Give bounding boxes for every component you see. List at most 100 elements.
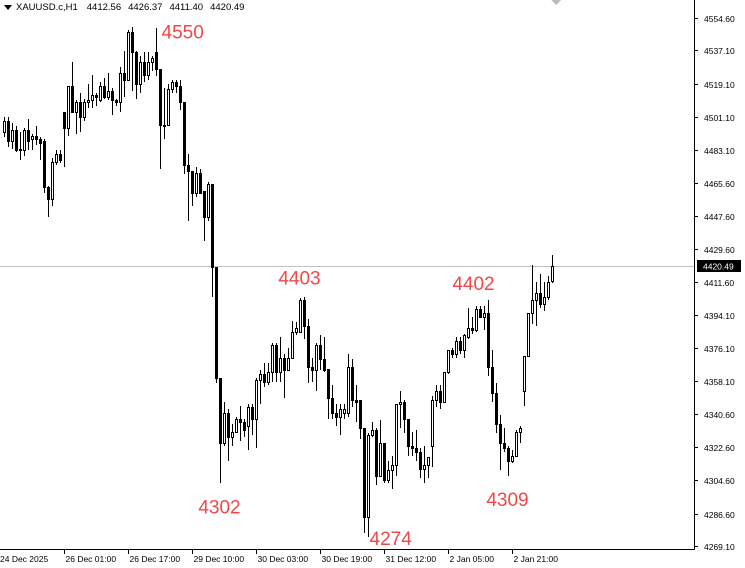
candle — [299, 298, 302, 333]
candle-body-bull — [247, 407, 250, 427]
candle — [79, 93, 82, 132]
candle-body-bear — [503, 443, 506, 449]
candle-body-bull — [511, 456, 514, 462]
candle — [339, 404, 342, 435]
candle — [363, 428, 366, 533]
candle-body-bull — [443, 372, 446, 403]
candle — [135, 51, 138, 99]
candle — [59, 150, 62, 163]
price-annotation: 4302 — [198, 497, 240, 518]
candle-body-bull — [399, 402, 402, 405]
price-tick-label: 4519.10 — [704, 80, 735, 90]
candle — [147, 52, 150, 80]
candle-body-bull — [11, 130, 14, 142]
candle — [467, 308, 470, 339]
candle — [191, 171, 194, 206]
candle-body-bear — [19, 149, 22, 151]
candle-body-bear — [39, 139, 42, 144]
candle — [15, 126, 18, 152]
candle-body-bull — [475, 309, 478, 331]
candle — [43, 139, 46, 193]
candle — [447, 350, 450, 374]
candle-body-bull — [171, 82, 174, 90]
candle-body-bull — [295, 328, 298, 333]
candle — [547, 276, 550, 300]
candle — [403, 400, 406, 433]
dropdown-triangle-icon[interactable] — [4, 5, 12, 10]
candle — [519, 426, 522, 443]
candle-body-bear — [471, 328, 474, 331]
candle-body-bear — [351, 367, 354, 401]
candle-body-bull — [467, 328, 470, 338]
price-tick-label: 4322.60 — [704, 443, 735, 453]
candle-body-bull — [431, 400, 434, 447]
candle-body-bull — [91, 95, 94, 101]
candle-body-bull — [387, 470, 390, 481]
candle-body-bull — [267, 372, 270, 383]
candle-body-bear — [243, 422, 246, 431]
candle-body-bull — [343, 409, 346, 414]
price-tick-label: 4358.10 — [704, 377, 735, 387]
candle-body-bear — [143, 62, 146, 76]
candle — [219, 378, 222, 483]
candle-body-bear — [35, 136, 38, 140]
candle — [199, 169, 202, 194]
candle-body-bear — [123, 73, 126, 81]
candle-body-bull — [163, 125, 166, 127]
price-annotation: 4550 — [162, 22, 204, 43]
candle-body-bull — [195, 173, 198, 194]
candle-body-bear — [215, 267, 218, 379]
candle — [539, 274, 542, 308]
candle — [39, 137, 42, 160]
candle — [415, 430, 418, 461]
candle — [171, 80, 174, 93]
candle — [527, 313, 530, 357]
candle-body-bull — [483, 313, 486, 318]
candle-body-bear — [303, 300, 306, 327]
candle-body-bull — [167, 89, 170, 126]
annotations-layer: 4550 4403 4302 4274 4402 4309 — [162, 22, 529, 550]
candle-body-bull — [271, 345, 274, 373]
candle-body-bear — [219, 378, 222, 444]
header-high: 4426.37 — [128, 2, 163, 13]
candle — [487, 300, 490, 376]
candle — [427, 457, 430, 478]
candle-body-bear — [135, 52, 138, 85]
symbol-timeframe: XAUUSD.c,H1 — [16, 2, 78, 13]
price-tick-label: 4340.60 — [704, 410, 735, 420]
scroll-marker-icon[interactable] — [551, 0, 561, 5]
price-annotation: 4274 — [370, 529, 413, 550]
candle-body-bull — [367, 435, 370, 518]
candle-body-bull — [515, 432, 518, 457]
candle — [375, 428, 378, 485]
candle-body-bear — [239, 419, 242, 423]
candle — [195, 167, 198, 197]
candle — [19, 132, 22, 160]
candle — [131, 27, 134, 91]
candle-body-bull — [519, 428, 522, 433]
candle — [23, 128, 26, 156]
candle-body-bear — [507, 448, 510, 462]
price-axis: 4554.60 4537.10 4519.10 4501.10 4483.10 4465.… — [694, 14, 741, 552]
candle — [51, 158, 54, 206]
candle-body-bull — [259, 374, 262, 381]
candle-body-bull — [455, 341, 458, 355]
candle-body-bear — [335, 413, 338, 418]
candle — [227, 409, 230, 461]
candle-body-bull — [23, 130, 26, 151]
candle — [155, 28, 158, 76]
candle-body-bull — [347, 367, 350, 414]
price-tick-label: 4411.60 — [704, 278, 734, 288]
price-tick-label: 4394.10 — [704, 311, 735, 321]
candle-body-bear — [155, 52, 158, 70]
candle-body-bear — [203, 191, 206, 218]
candle-body-bear — [43, 141, 46, 188]
price-tick-label: 4483.10 — [704, 146, 735, 156]
candle — [295, 322, 298, 335]
candle — [143, 52, 146, 82]
price-tick-label: 4447.60 — [704, 212, 735, 222]
candle — [151, 56, 154, 71]
candle-body-bull — [299, 300, 302, 333]
candle-body-bear — [415, 448, 418, 453]
candle-body-bear — [459, 341, 462, 351]
